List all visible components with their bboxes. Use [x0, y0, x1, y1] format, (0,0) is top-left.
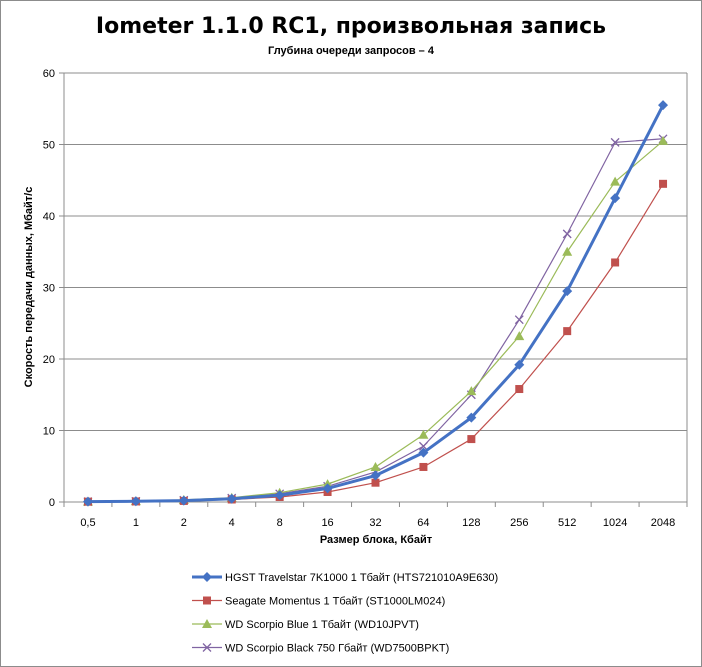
x-tick-label: 4	[229, 517, 235, 529]
x-tick-label: 64	[417, 517, 429, 529]
data-point	[371, 478, 380, 487]
y-tick-label: 30	[43, 283, 55, 295]
data-point	[562, 286, 573, 297]
legend-marker	[202, 643, 212, 652]
data-point	[659, 179, 668, 188]
x-tick-label: 2	[181, 517, 187, 529]
x-tick-label: 0,5	[80, 517, 95, 529]
series-4	[83, 134, 668, 507]
x-tick-label: 256	[510, 517, 528, 529]
axes	[59, 72, 688, 507]
data-point	[226, 493, 237, 504]
data-point	[418, 447, 429, 458]
y-tick-label: 40	[43, 211, 55, 223]
legend-label: Seagate Momentus 1 Тбайт (ST1000LM024)	[225, 596, 445, 608]
legend-label: WD Scorpio Blue 1 Тбайт (WD10JPVT)	[225, 619, 419, 631]
data-point	[514, 315, 524, 325]
y-tick-label: 10	[43, 426, 55, 438]
data-point	[418, 429, 429, 439]
legend: HGST Travelstar 7K1000 1 Тбайт (HTS72101…	[192, 572, 498, 655]
legend-label: HGST Travelstar 7K1000 1 Тбайт (HTS72101…	[225, 572, 498, 584]
legend-marker	[202, 619, 212, 628]
legend-marker	[203, 596, 211, 605]
y-tick-label: 60	[43, 68, 55, 80]
data-point	[562, 229, 572, 239]
data-point	[658, 135, 669, 145]
series-3	[82, 135, 669, 506]
x-tick-label: 1	[133, 517, 139, 529]
legend-item-2: Seagate Momentus 1 Тбайт (ST1000LM024)	[192, 596, 445, 608]
data-point	[562, 246, 573, 256]
data-point	[178, 495, 189, 506]
tick-labels: 0 10 20 30 40 50 60 0,5 1 2 4 8 16 32 64 128 256 512 1024 2…	[43, 68, 676, 529]
y-tick-label: 20	[43, 354, 55, 366]
chart-title: Iometer 1.1.0 RC1, произвольная запись	[96, 14, 606, 39]
data-point	[274, 490, 285, 501]
data-point	[130, 496, 141, 507]
data-point	[514, 359, 525, 370]
data-point	[658, 100, 669, 111]
data-point	[466, 386, 477, 396]
data-point	[467, 435, 476, 444]
data-point	[466, 412, 477, 423]
x-axis-label: Размер блока, Кбайт	[320, 534, 433, 546]
series-2	[83, 179, 668, 506]
series-lines	[82, 100, 669, 507]
x-tick-label: 8	[277, 517, 283, 529]
y-axis-label: Скорость передачи данных, Мбайт/с	[23, 187, 35, 388]
data-point	[514, 331, 525, 341]
data-point	[419, 462, 428, 471]
y-tick-label: 50	[43, 140, 55, 152]
legend-marker	[202, 572, 212, 582]
data-point	[322, 483, 333, 494]
chart-subtitle: Глубина очереди запросов – 4	[268, 45, 435, 57]
x-tick-label: 2048	[651, 517, 675, 529]
y-tick-label: 0	[49, 497, 55, 509]
legend-item-3: WD Scorpio Blue 1 Тбайт (WD10JPVT)	[192, 619, 419, 631]
data-point	[515, 385, 524, 394]
data-point	[610, 193, 621, 204]
x-tick-label: 512	[558, 517, 576, 529]
data-point	[370, 461, 381, 471]
gridlines	[64, 72, 687, 431]
legend-item-1: HGST Travelstar 7K1000 1 Тбайт (HTS72101…	[192, 572, 498, 584]
series-line-4	[87, 138, 664, 503]
data-point	[370, 470, 381, 481]
legend-label: WD Scorpio Black 750 Гбайт (WD7500BPKT)	[225, 643, 449, 655]
x-tick-label: 32	[369, 517, 381, 529]
data-point	[610, 137, 620, 147]
legend-item-4: WD Scorpio Black 750 Гбайт (WD7500BPKT)	[192, 643, 449, 655]
series-line-2	[87, 183, 664, 503]
series-1	[82, 100, 669, 507]
series-line-1	[87, 104, 665, 504]
data-point	[563, 327, 572, 336]
x-tick-label: 128	[462, 517, 480, 529]
data-point	[82, 496, 93, 507]
x-tick-label: 16	[321, 517, 333, 529]
x-tick-label: 1024	[603, 517, 627, 529]
data-point	[611, 258, 620, 267]
data-point	[610, 176, 621, 186]
series-line-3	[87, 140, 664, 503]
